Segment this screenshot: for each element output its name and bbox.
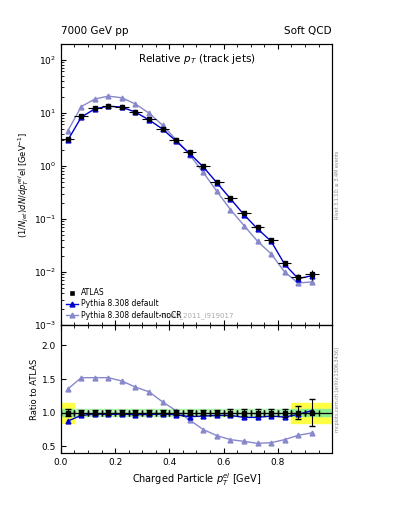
Y-axis label: mcplots.cern.ch [arXiv:1306.3436]: mcplots.cern.ch [arXiv:1306.3436] <box>335 347 340 432</box>
Y-axis label: Ratio to ATLAS: Ratio to ATLAS <box>30 358 39 420</box>
Bar <box>292 409 332 416</box>
Y-axis label: $(1/N_{jet})dN/dp^{rel}_T$el [GeV$^{-1}$]: $(1/N_{jet})dN/dp^{rel}_T$el [GeV$^{-1}$… <box>17 131 31 238</box>
Legend: ATLAS, Pythia 8.308 default, Pythia 8.308 default-noCR: ATLAS, Pythia 8.308 default, Pythia 8.30… <box>65 287 183 322</box>
Text: Soft QCD: Soft QCD <box>285 26 332 36</box>
Bar <box>61 409 75 416</box>
Bar <box>61 409 332 416</box>
Y-axis label: Rivet 3.1.10; ≥ 3.4M events: Rivet 3.1.10; ≥ 3.4M events <box>335 150 340 219</box>
Bar <box>292 402 332 423</box>
Bar <box>61 402 75 423</box>
Text: Relative $p_T$ (track jets): Relative $p_T$ (track jets) <box>138 52 255 66</box>
Text: 7000 GeV pp: 7000 GeV pp <box>61 26 129 36</box>
Text: ATLAS_2011_I919017: ATLAS_2011_I919017 <box>159 313 234 319</box>
X-axis label: Charged Particle $p^{el}_T$ [GeV]: Charged Particle $p^{el}_T$ [GeV] <box>132 471 261 488</box>
